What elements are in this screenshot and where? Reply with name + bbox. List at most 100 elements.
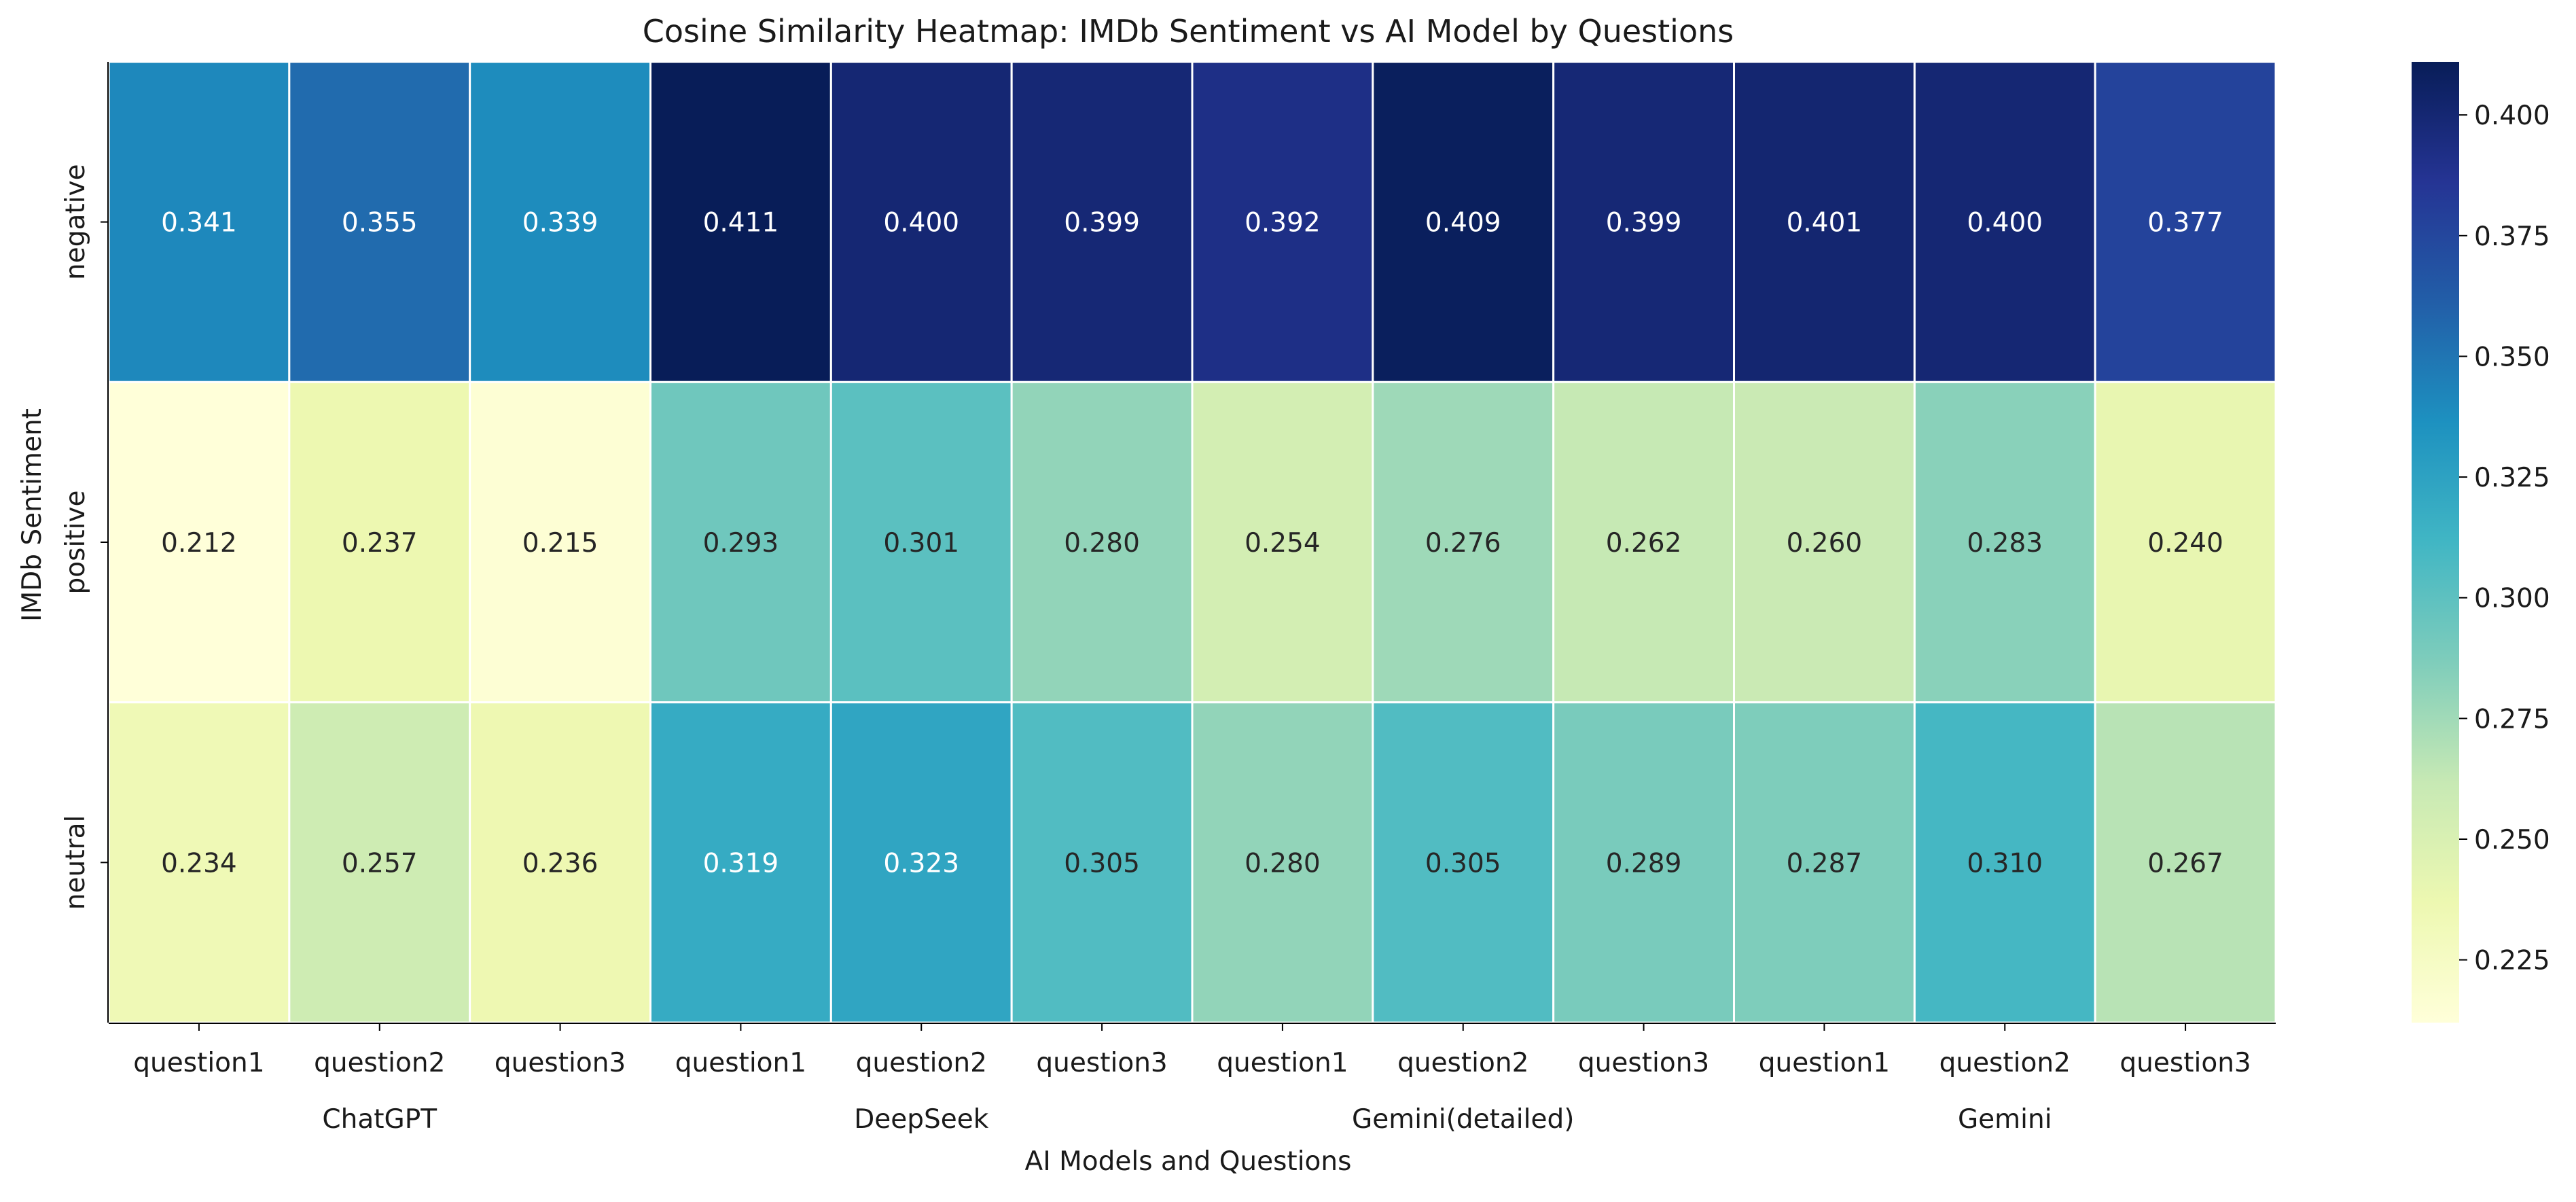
cell-value-label: 0.283 bbox=[1967, 528, 2043, 559]
heatmap-cell bbox=[1913, 381, 2096, 704]
colorbar bbox=[2412, 62, 2459, 1023]
cell-value-label: 0.257 bbox=[342, 848, 418, 879]
cell-value-label: 0.234 bbox=[161, 848, 237, 879]
column-label: question2 bbox=[314, 1048, 445, 1078]
heatmap-cell bbox=[469, 60, 652, 383]
heatmap-cell bbox=[1372, 60, 1555, 383]
heatmap-cell bbox=[649, 701, 832, 1024]
cell-value-label: 0.339 bbox=[522, 208, 598, 238]
group-label: Gemini(detailed) bbox=[1352, 1104, 1574, 1135]
heatmap-cell bbox=[649, 60, 832, 383]
colorbar-tick-label: 0.300 bbox=[2474, 584, 2550, 614]
column-label: question3 bbox=[1578, 1048, 1709, 1078]
row-label: negative bbox=[60, 164, 91, 280]
cell-value-label: 0.267 bbox=[2147, 848, 2223, 879]
colorbar-tick-label: 0.225 bbox=[2474, 946, 2550, 976]
row-labels: negative positive neutral bbox=[60, 164, 109, 910]
column-label: question3 bbox=[2119, 1048, 2251, 1078]
heatmap-cell bbox=[1010, 60, 1194, 383]
heatmap-cell bbox=[107, 701, 291, 1024]
column-label: question1 bbox=[1759, 1048, 1890, 1078]
column-labels: question1 question2 question3 question1 ques… bbox=[133, 1023, 2251, 1078]
heatmap-cell bbox=[2094, 701, 2277, 1024]
heatmap-cells: 0.341 0.355 0.339 0.411 0.400 0.399 0.392 0.409… bbox=[107, 60, 2277, 1024]
cell-value-label: 0.301 bbox=[883, 528, 959, 559]
heatmap-cell bbox=[829, 701, 1013, 1024]
heatmap-cell bbox=[1733, 381, 1916, 704]
column-label: question2 bbox=[1939, 1048, 2071, 1078]
cell-value-label: 0.262 bbox=[1606, 528, 1682, 559]
column-label: question3 bbox=[1036, 1048, 1167, 1078]
column-label: question1 bbox=[675, 1048, 806, 1078]
cell-value-label: 0.392 bbox=[1245, 208, 1321, 238]
heatmap-cell bbox=[288, 381, 471, 704]
cell-value-label: 0.289 bbox=[1606, 848, 1682, 879]
cell-value-label: 0.341 bbox=[161, 208, 237, 238]
y-axis-label: IMDb Sentiment bbox=[17, 408, 48, 622]
cell-value-label: 0.254 bbox=[1245, 528, 1321, 559]
heatmap-cell bbox=[649, 381, 832, 704]
row-label: positive bbox=[60, 491, 91, 595]
cell-value-label: 0.236 bbox=[522, 848, 598, 879]
colorbar-tick-label: 0.325 bbox=[2474, 463, 2550, 493]
column-label: question2 bbox=[856, 1048, 987, 1078]
group-label: DeepSeek bbox=[854, 1104, 989, 1135]
cell-value-label: 0.319 bbox=[703, 848, 779, 879]
cell-value-label: 0.280 bbox=[1064, 528, 1140, 559]
heatmap-cell bbox=[1191, 381, 1374, 704]
cell-value-label: 0.215 bbox=[522, 528, 598, 559]
cell-value-label: 0.293 bbox=[703, 528, 779, 559]
heatmap-cell bbox=[288, 60, 471, 383]
column-label: question1 bbox=[133, 1048, 264, 1078]
cell-value-label: 0.280 bbox=[1245, 848, 1321, 879]
column-label: question1 bbox=[1217, 1048, 1348, 1078]
heatmap-cell bbox=[1010, 381, 1194, 704]
cell-value-label: 0.399 bbox=[1064, 208, 1140, 238]
cell-value-label: 0.310 bbox=[1967, 848, 2043, 879]
column-label: question2 bbox=[1397, 1048, 1528, 1078]
heatmap-cell bbox=[1913, 701, 2096, 1024]
cell-value-label: 0.305 bbox=[1425, 848, 1501, 879]
cell-value-label: 0.287 bbox=[1787, 848, 1863, 879]
heatmap-cell bbox=[1733, 60, 1916, 383]
cell-value-label: 0.240 bbox=[2147, 528, 2223, 559]
row-label: neutral bbox=[60, 815, 91, 911]
heatmap-cell bbox=[1552, 381, 1736, 704]
colorbar-tick-label: 0.250 bbox=[2474, 825, 2550, 855]
colorbar-tick-label: 0.400 bbox=[2474, 101, 2550, 131]
cell-value-label: 0.401 bbox=[1787, 208, 1863, 238]
cell-value-label: 0.400 bbox=[883, 208, 959, 238]
heatmap-cell bbox=[2094, 381, 2277, 704]
heatmap-cell bbox=[469, 381, 652, 704]
colorbar-ticks: 0.225 0.250 0.275 0.300 0.325 0.350 0.375 0.400 bbox=[2459, 101, 2550, 976]
heatmap-cell bbox=[829, 381, 1013, 704]
heatmap-cell bbox=[1191, 701, 1374, 1024]
group-label: Gemini bbox=[1958, 1104, 2052, 1135]
cell-value-label: 0.399 bbox=[1606, 208, 1682, 238]
colorbar-tick-label: 0.375 bbox=[2474, 222, 2550, 252]
colorbar-tick-label: 0.350 bbox=[2474, 342, 2550, 372]
cell-value-label: 0.260 bbox=[1787, 528, 1863, 559]
heatmap-cell bbox=[829, 60, 1013, 383]
cell-value-label: 0.212 bbox=[161, 528, 237, 559]
cell-value-label: 0.276 bbox=[1425, 528, 1501, 559]
group-label: ChatGPT bbox=[322, 1104, 437, 1135]
cell-value-label: 0.377 bbox=[2147, 208, 2223, 238]
heatmap-cell bbox=[2094, 60, 2277, 383]
heatmap-cell bbox=[107, 60, 291, 383]
heatmap-cell bbox=[107, 381, 291, 704]
cell-value-label: 0.409 bbox=[1425, 208, 1501, 238]
group-labels: ChatGPT DeepSeek Gemini(detailed) Gemini bbox=[322, 1104, 2052, 1135]
heatmap-cell bbox=[1372, 381, 1555, 704]
column-label: question3 bbox=[495, 1048, 626, 1078]
cell-value-label: 0.355 bbox=[342, 208, 418, 238]
colorbar-tick-label: 0.275 bbox=[2474, 704, 2550, 735]
heatmap-cell bbox=[469, 701, 652, 1024]
cell-value-label: 0.237 bbox=[342, 528, 418, 559]
cell-value-label: 0.323 bbox=[883, 848, 959, 879]
cell-value-label: 0.400 bbox=[1967, 208, 2043, 238]
cell-value-label: 0.411 bbox=[703, 208, 779, 238]
x-axis-label: AI Models and Questions bbox=[1025, 1146, 1352, 1177]
chart-title: Cosine Similarity Heatmap: IMDb Sentimen… bbox=[643, 13, 1734, 50]
